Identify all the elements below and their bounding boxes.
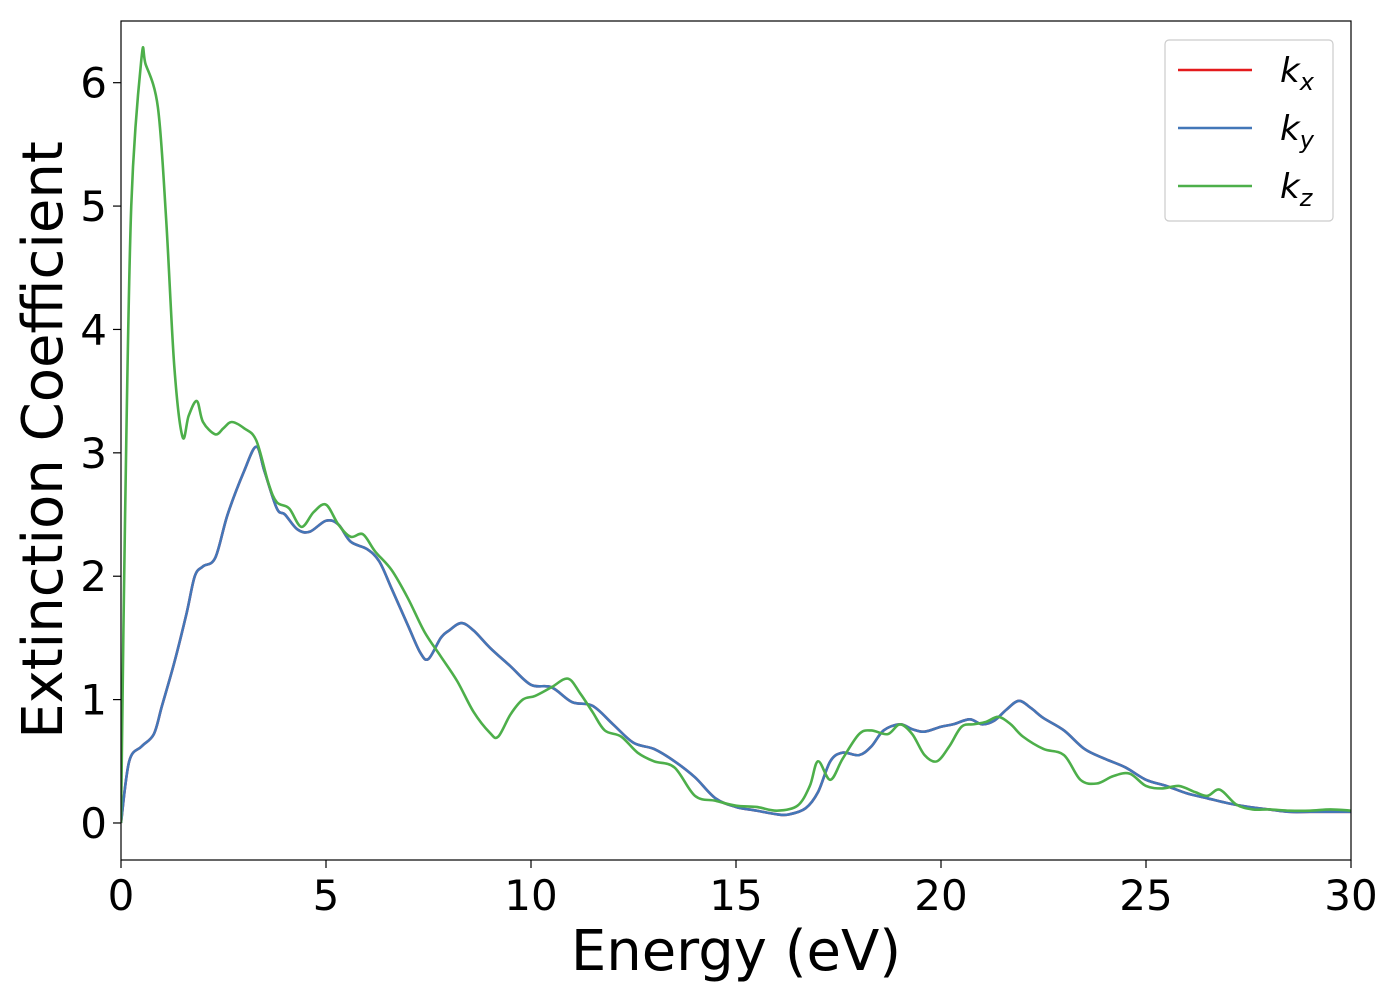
x-tick-label: 20: [914, 871, 967, 920]
y-axis: 0 1 2 3 4 5 6: [80, 59, 121, 848]
x-axis-label: Energy (eV): [571, 919, 901, 984]
y-tick-label: 1: [80, 676, 107, 725]
series-layer: [121, 46, 1351, 824]
x-tick-label: 0: [108, 871, 135, 920]
y-tick-label: 3: [80, 429, 107, 478]
x-tick-label: 25: [1119, 871, 1172, 920]
legend-box: [1164, 39, 1334, 222]
x-tick-label: 30: [1324, 871, 1377, 920]
legend-label-y: ky: [1280, 109, 1315, 154]
x-tick-label: 15: [709, 871, 762, 920]
y-tick-label: 2: [80, 552, 107, 601]
legend-label-z: kz: [1280, 167, 1314, 212]
series-line-z: [121, 46, 1351, 824]
plot-background: [121, 21, 1351, 860]
y-tick-label: 5: [80, 182, 107, 231]
legend: kx ky kz: [1164, 39, 1334, 222]
y-axis-label: Extinction Coefficient: [11, 141, 76, 739]
y-tick-label: 6: [80, 59, 107, 108]
legend-label-x: kx: [1280, 51, 1315, 96]
x-axis: 0 5 10 15 20 25 30: [108, 860, 1378, 920]
y-tick-label: 4: [80, 305, 107, 354]
x-tick-label: 5: [313, 871, 340, 920]
x-tick-label: 10: [504, 871, 557, 920]
y-tick-label: 0: [80, 799, 107, 848]
